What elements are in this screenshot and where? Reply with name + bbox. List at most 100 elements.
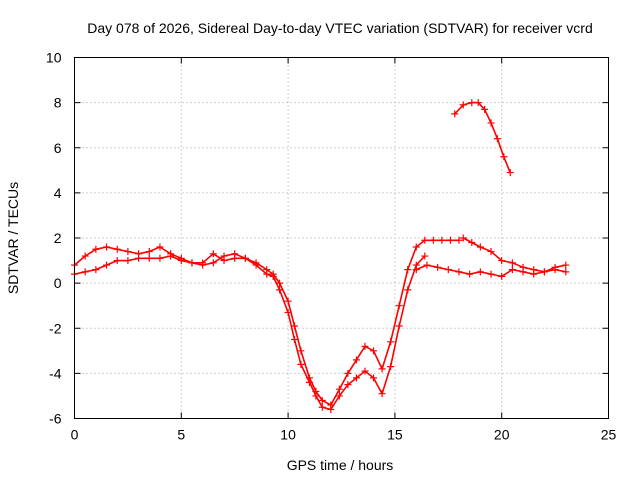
data-point bbox=[455, 268, 463, 276]
data-point bbox=[434, 263, 442, 271]
data-point bbox=[327, 405, 335, 413]
data-point bbox=[455, 236, 463, 244]
data-point bbox=[291, 322, 299, 330]
data-point bbox=[177, 257, 185, 265]
x-tick-label: 25 bbox=[601, 427, 617, 443]
data-point bbox=[459, 234, 467, 242]
data-point bbox=[269, 272, 277, 280]
data-series bbox=[71, 99, 570, 413]
y-tick-label: 8 bbox=[54, 95, 62, 111]
data-point bbox=[156, 254, 164, 262]
data-point bbox=[378, 365, 386, 373]
data-point bbox=[284, 308, 292, 316]
data-point bbox=[113, 257, 121, 265]
data-point bbox=[423, 261, 431, 269]
grid-lines bbox=[74, 57, 609, 419]
data-point bbox=[481, 105, 489, 113]
data-point bbox=[220, 252, 228, 260]
data-point bbox=[156, 243, 164, 251]
tick-labels: 0 5 10 15 20 25 -6 -4 -2 0 2 4 6 8 10 bbox=[46, 50, 617, 443]
data-point bbox=[135, 254, 143, 262]
data-point bbox=[468, 239, 476, 247]
data-point bbox=[124, 248, 132, 256]
data-point bbox=[530, 266, 538, 274]
data-point bbox=[92, 266, 100, 274]
data-point bbox=[395, 322, 403, 330]
x-tick-label: 15 bbox=[387, 427, 403, 443]
y-tick-label: 2 bbox=[54, 230, 62, 246]
data-point bbox=[312, 392, 320, 400]
data-point bbox=[551, 263, 559, 271]
data-point bbox=[444, 266, 452, 274]
data-point bbox=[487, 270, 495, 278]
data-point bbox=[318, 403, 326, 411]
data-point bbox=[361, 342, 369, 350]
data-point bbox=[476, 268, 484, 276]
y-tick-label: 0 bbox=[54, 275, 62, 291]
data-point bbox=[145, 248, 153, 256]
y-tick-label: -4 bbox=[49, 365, 62, 381]
x-tick-label: 20 bbox=[494, 427, 510, 443]
y-tick-label: 10 bbox=[46, 50, 62, 66]
data-point bbox=[493, 135, 501, 143]
data-point bbox=[378, 390, 386, 398]
data-point bbox=[297, 347, 305, 355]
series-line bbox=[74, 253, 426, 411]
data-point bbox=[500, 153, 508, 161]
y-tick-label: 6 bbox=[54, 140, 62, 156]
chart-title: Day 078 of 2026, Sidereal Day-to-day VTE… bbox=[87, 20, 593, 36]
data-point bbox=[459, 101, 467, 109]
data-point bbox=[276, 286, 284, 294]
data-point bbox=[231, 250, 239, 258]
data-point bbox=[209, 259, 217, 267]
data-point bbox=[344, 381, 352, 389]
data-point bbox=[446, 236, 454, 244]
data-point bbox=[562, 268, 570, 276]
data-point bbox=[188, 259, 196, 267]
y-tick-label: 4 bbox=[54, 185, 62, 201]
data-point bbox=[352, 374, 360, 382]
data-point bbox=[124, 257, 132, 265]
data-point bbox=[468, 99, 476, 107]
data-point bbox=[297, 360, 305, 368]
data-point bbox=[199, 261, 207, 269]
data-point bbox=[519, 263, 527, 271]
data-point bbox=[92, 245, 100, 253]
data-point bbox=[352, 356, 360, 364]
data-point bbox=[81, 252, 89, 260]
series-line bbox=[73, 239, 459, 406]
data-point bbox=[318, 396, 326, 404]
data-point bbox=[395, 302, 403, 310]
data-point bbox=[81, 268, 89, 276]
data-point bbox=[412, 243, 420, 251]
data-point bbox=[498, 272, 506, 280]
data-point bbox=[344, 369, 352, 377]
data-point bbox=[412, 266, 420, 274]
plot-frame bbox=[74, 57, 609, 419]
data-point bbox=[370, 374, 378, 382]
series-track-4 bbox=[459, 234, 570, 276]
data-point bbox=[540, 268, 548, 276]
data-point bbox=[370, 347, 378, 355]
series-line bbox=[462, 237, 566, 273]
data-point bbox=[476, 243, 484, 251]
y-tick-label: -2 bbox=[49, 320, 62, 336]
data-point bbox=[466, 270, 474, 278]
x-tick-label: 10 bbox=[280, 427, 296, 443]
data-point bbox=[508, 266, 516, 274]
data-point bbox=[241, 254, 249, 262]
data-point bbox=[361, 367, 369, 375]
data-point bbox=[451, 110, 459, 118]
data-point bbox=[335, 385, 343, 393]
data-point bbox=[438, 236, 446, 244]
series-track-1 bbox=[71, 236, 463, 409]
data-point bbox=[421, 252, 429, 260]
data-point bbox=[167, 252, 175, 260]
data-point bbox=[562, 261, 570, 269]
data-point bbox=[263, 270, 271, 278]
data-point bbox=[335, 392, 343, 400]
data-point bbox=[252, 261, 260, 269]
data-point bbox=[284, 297, 292, 305]
x-tick-label: 0 bbox=[71, 427, 79, 443]
